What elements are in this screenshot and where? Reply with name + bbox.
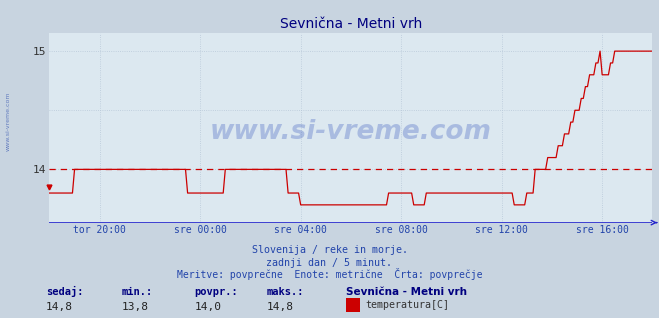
Text: 13,8: 13,8 [122,302,149,312]
Text: temperatura[C]: temperatura[C] [366,300,449,309]
Text: Meritve: povprečne  Enote: metrične  Črta: povprečje: Meritve: povprečne Enote: metrične Črta:… [177,268,482,280]
Text: 14,8: 14,8 [46,302,73,312]
Text: zadnji dan / 5 minut.: zadnji dan / 5 minut. [266,258,393,267]
Text: Slovenija / reke in morje.: Slovenija / reke in morje. [252,245,407,255]
Text: povpr.:: povpr.: [194,287,238,297]
Text: Sevnična - Metni vrh: Sevnična - Metni vrh [346,287,467,297]
Text: sedaj:: sedaj: [46,286,84,297]
Text: maks.:: maks.: [267,287,304,297]
Title: Sevnična - Metni vrh: Sevnična - Metni vrh [280,17,422,31]
Text: www.si-vreme.com: www.si-vreme.com [210,119,492,145]
Text: 14,8: 14,8 [267,302,294,312]
Text: min.:: min.: [122,287,153,297]
Text: www.si-vreme.com: www.si-vreme.com [5,91,11,151]
Text: 14,0: 14,0 [194,302,221,312]
